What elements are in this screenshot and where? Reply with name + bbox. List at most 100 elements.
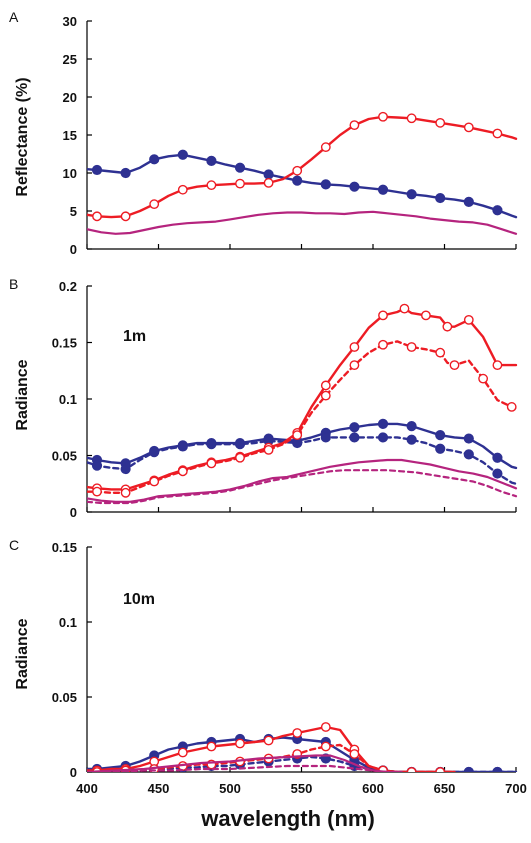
data-point-red [435,767,446,772]
data-point-blue [206,155,217,166]
data-point-blue [435,430,446,441]
data-point-blue [234,162,246,173]
data-point-red [320,741,331,752]
data-point-red [463,314,474,325]
y-tick-label: 10 [63,166,77,181]
data-point-blue [234,439,246,450]
data-point-red [149,199,160,210]
x-tick-label: 600 [362,781,384,796]
x-tick-label: 450 [148,781,170,796]
series-line-blue-dashed [87,755,518,772]
data-point-blue [463,449,474,460]
data-point-red [320,380,331,391]
annotation-c: 10m [123,591,155,608]
data-point-red [378,111,388,122]
plot-area-c: 0 0.05 0.1 0.15 400 450 500 550 600 650 700 [52,540,527,796]
data-point-red [177,466,188,477]
panel-label-c: C [9,537,19,553]
panel-c: C Radiance 10m 0 0.05 0.1 0.15 400 450 500 550 6… [9,537,527,796]
data-point-red [235,452,245,463]
data-point-red [263,177,274,188]
data-point-red [206,741,217,752]
y-tick-label: 25 [63,52,77,67]
data-point-blue [91,164,103,176]
data-point-red [292,165,303,176]
data-point-red [435,347,446,358]
data-point-blue [91,460,103,471]
series-group [87,111,518,235]
panel-a: A Reflectance (%) 0 5 10 15 20 25 30 [9,9,518,257]
series-group [87,303,518,505]
y-tick-label: 20 [63,90,77,105]
data-point-red [449,360,460,370]
data-point-red [120,211,131,222]
data-point-blue [206,439,217,450]
data-point-blue [492,452,503,463]
data-point-blue [406,189,417,200]
data-point-red [120,487,131,498]
data-point-red [320,390,331,401]
y-tick-label: 0 [70,242,77,257]
data-point-blue [349,422,360,433]
data-point-blue [406,421,417,432]
y-tick-label: 15 [63,128,77,143]
data-point-red [206,458,217,469]
data-point-red [492,360,503,370]
data-point-blue [377,184,389,195]
data-point-blue [349,181,360,192]
data-point-red [292,430,303,441]
y-axis-label-a: Reflectance (%) [14,77,31,196]
data-point-red [263,444,274,455]
data-point-red [406,113,417,124]
data-point-blue [149,154,160,165]
data-point-red [378,310,388,321]
data-point-blue [435,192,446,204]
data-point-blue [149,447,160,458]
series-line-red-solid [87,307,518,491]
data-point-blue [320,432,331,443]
y-axis-label-b: Radiance [14,359,31,430]
data-point-red [349,749,360,759]
data-point-red [149,476,160,487]
y-tick-label: 30 [63,14,77,29]
data-point-blue [406,434,417,445]
data-point-red [292,728,303,738]
x-tick-label: 700 [505,781,527,796]
x-tick-label: 550 [291,781,313,796]
panel-b: B Radiance 1m 0 0.05 0.1 0.15 0.2 [9,276,518,520]
data-point-blue [463,433,474,444]
series-line-magenta-solid [87,210,518,235]
data-point-red [206,180,217,191]
y-tick-label: 0.05 [52,449,77,464]
data-point-red [92,211,102,222]
data-point-red [177,747,188,758]
data-point-blue [377,418,389,429]
data-point-red [435,117,446,128]
data-point-blue [377,432,389,443]
series-line-magenta-dashed [87,469,518,505]
data-point-red [235,738,245,749]
y-tick-label: 0 [70,505,77,520]
data-point-red [349,120,360,131]
plot-area-a: 0 5 10 15 20 25 30 [63,14,518,257]
data-point-red [463,122,474,133]
data-point-blue [435,443,446,454]
y-tick-label: 0.15 [52,336,77,351]
data-point-red [421,310,431,321]
annotation-b: 1m [123,328,146,345]
data-point-blue [492,468,503,479]
series-line-magenta-dashed [87,764,403,772]
y-tick-label: 0.05 [52,690,77,705]
x-tick-label: 400 [76,781,98,796]
panel-label-a: A [9,9,19,25]
data-point-blue [492,205,503,216]
data-point-red [406,767,417,772]
data-point-blue [463,766,474,772]
data-point-red [177,184,188,195]
data-point-blue [120,167,131,179]
data-point-blue [120,463,131,475]
data-point-red [442,321,453,332]
data-point-red [406,342,417,352]
data-point-red [349,360,360,370]
